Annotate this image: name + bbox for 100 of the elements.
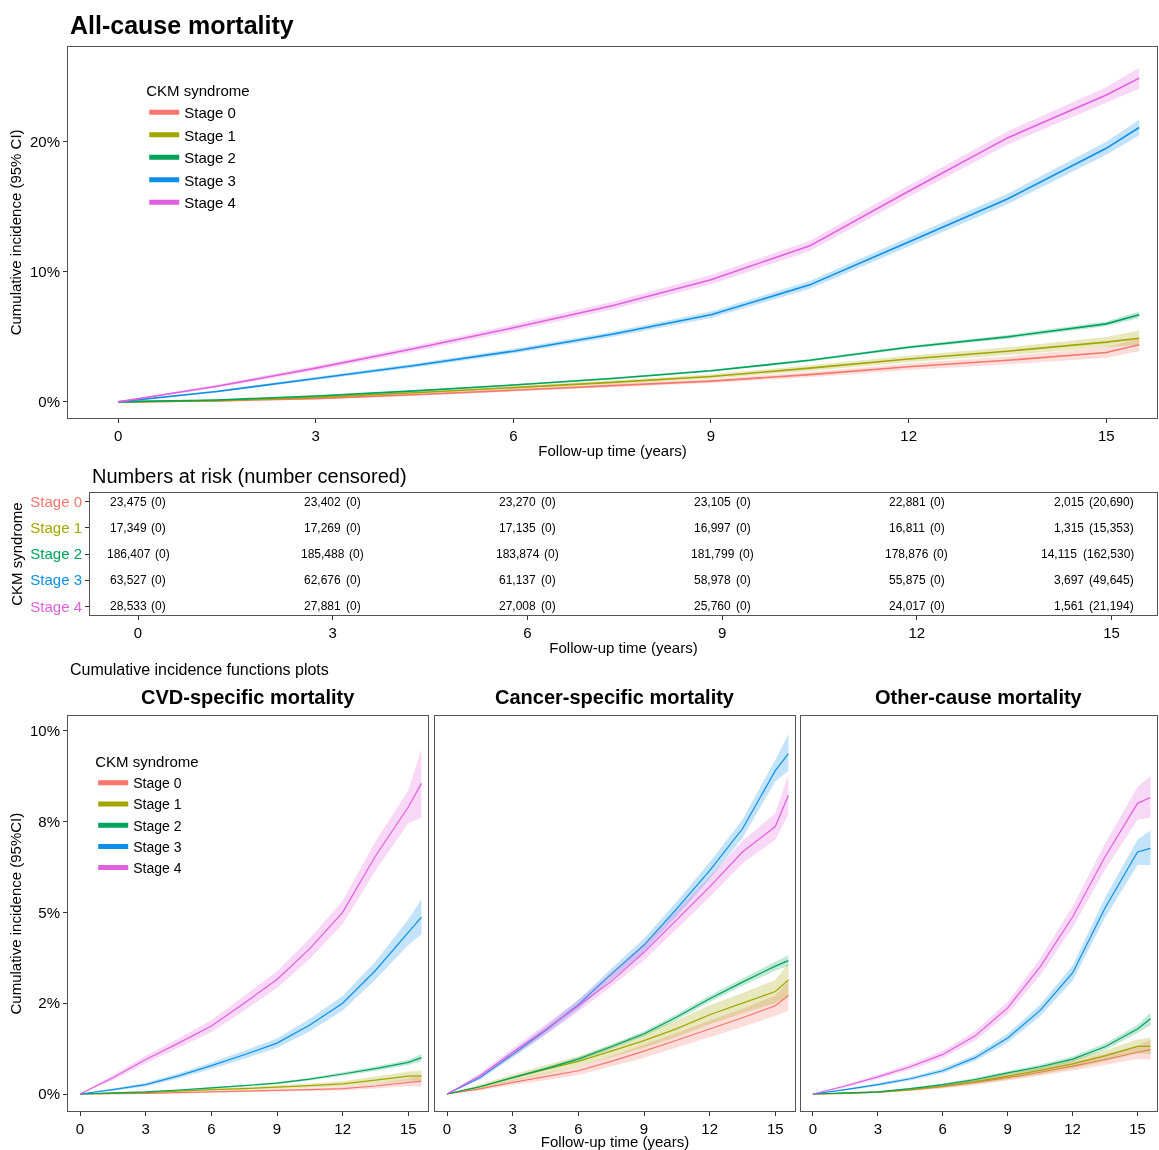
data-label: 183,874 — [496, 547, 540, 561]
y-tick-label: 8% — [38, 812, 60, 830]
y-tick-label: 2% — [38, 994, 60, 1012]
data-label: 23,402 — [304, 495, 342, 509]
data-label: 17,269 — [304, 521, 342, 535]
annotation: (0) — [736, 599, 751, 613]
x-tick-label: 6 — [938, 1120, 947, 1138]
x-tick-label: 12 — [334, 1120, 351, 1138]
x-tick-label: 12 — [908, 624, 926, 642]
data-label: 23,270 — [499, 495, 537, 509]
data-label: 186,407 — [107, 547, 151, 561]
annotation: (0) — [736, 573, 751, 587]
annotation: (20,690) — [1089, 495, 1134, 509]
x-tick-label: 15 — [1097, 426, 1115, 444]
data-label: 24,017 — [889, 599, 927, 613]
legend-label: Stage 0 — [133, 775, 182, 792]
x-axis-title: Follow-up time (years) — [538, 441, 687, 459]
annotation: (0) — [736, 495, 751, 509]
x-axis-title: Follow-up time (years) — [549, 639, 698, 657]
x-tick-label: 3 — [311, 426, 320, 444]
data-label: 27,881 — [304, 599, 342, 613]
legend-label: Stage 4 — [133, 860, 182, 877]
x-tick-label: 15 — [1103, 624, 1120, 642]
annotation: (0) — [541, 495, 556, 509]
legend-label: Stage 0 — [184, 104, 236, 122]
annotation: (0) — [541, 521, 556, 535]
legend-label: Stage 2 — [133, 817, 182, 834]
y-axis-title: CKM syndrome — [7, 502, 25, 606]
y-tick-label: Stage 3 — [30, 571, 82, 589]
x-tick-label: 0 — [808, 1120, 818, 1138]
annotation: (0) — [739, 547, 754, 561]
x-tick-label: 15 — [399, 1120, 417, 1138]
data-label: 61,137 — [499, 573, 537, 587]
annotation: (0) — [346, 599, 361, 613]
x-tick-label: 12 — [900, 426, 917, 444]
annotation: (0) — [155, 547, 170, 561]
annotation: (162,530) — [1083, 547, 1135, 561]
data-label: 2,015 — [1054, 495, 1085, 509]
y-tick-label: 5% — [38, 903, 60, 921]
annotation: (0) — [151, 495, 166, 509]
data-label: 23,475 — [110, 495, 148, 509]
chart-title: All-cause mortality — [70, 11, 294, 39]
x-tick-label: 9 — [706, 426, 716, 444]
annotation: (49,645) — [1089, 573, 1134, 587]
annotation: (0) — [346, 573, 361, 587]
x-tick-label: 0 — [133, 624, 143, 642]
x-tick-label: 3 — [141, 1120, 150, 1138]
data-label: 14,115 — [1041, 547, 1078, 561]
legend-label: Stage 1 — [133, 796, 182, 813]
data-label: 55,875 — [889, 573, 927, 587]
annotation: (0) — [930, 599, 945, 613]
y-axis-title: Cumulative incidence (95%CI) — [7, 812, 25, 1015]
x-tick-label: 3 — [328, 624, 337, 642]
x-tick-label: 15 — [766, 1120, 784, 1138]
chart-title: Cancer-specific mortality — [495, 686, 735, 708]
data-label: 22,881 — [889, 495, 927, 509]
data-label: 178,876 — [885, 547, 929, 561]
x-tick-label: 6 — [207, 1120, 216, 1138]
x-tick-label: 3 — [508, 1120, 517, 1138]
annotation: (0) — [544, 547, 559, 561]
data-label: 28,533 — [110, 599, 148, 613]
text: Cumulative incidence functions plots — [70, 661, 329, 678]
legend-label: Stage 2 — [184, 149, 236, 167]
annotation: (0) — [930, 521, 945, 535]
x-tick-label: 3 — [873, 1120, 882, 1138]
annotation: (0) — [151, 573, 166, 587]
data-label: 16,997 — [694, 521, 732, 535]
y-tick-label: 10% — [29, 263, 60, 281]
x-tick-label: 6 — [509, 426, 518, 444]
annotation: (15,353) — [1089, 521, 1134, 535]
data-label: 181,799 — [691, 547, 735, 561]
legend-title: CKM syndrome — [95, 753, 199, 771]
data-label: 23,105 — [694, 495, 732, 509]
legend-label: Stage 3 — [184, 171, 236, 189]
data-label: 17,349 — [110, 521, 148, 535]
y-tick-label: Stage 4 — [30, 597, 82, 615]
x-tick-label: 0 — [442, 1120, 452, 1138]
x-tick-label: 9 — [272, 1120, 282, 1138]
x-tick-label: 9 — [1003, 1120, 1012, 1138]
x-tick-label: 15 — [1129, 1120, 1146, 1138]
data-label: 62,676 — [304, 573, 342, 587]
legend-title: CKM syndrome — [146, 82, 250, 100]
annotation: (0) — [349, 547, 364, 561]
data-label: 1,561 — [1054, 599, 1085, 613]
annotation: (0) — [151, 599, 166, 613]
annotation: (21,194) — [1089, 599, 1134, 613]
data-label: 1,315 — [1054, 521, 1085, 535]
annotation: (0) — [736, 521, 751, 535]
annotation: (0) — [930, 495, 945, 509]
x-tick-label: 9 — [717, 624, 727, 642]
y-tick-label: 0% — [38, 1085, 60, 1103]
y-tick-label: Stage 1 — [30, 519, 82, 537]
x-tick-label: 6 — [523, 624, 532, 642]
annotation: (0) — [541, 599, 556, 613]
annotation: (0) — [346, 495, 361, 509]
annotation: (0) — [151, 521, 166, 535]
x-tick-label: 12 — [701, 1120, 718, 1138]
legend-label: Stage 1 — [184, 126, 236, 144]
legend-label: Stage 4 — [184, 194, 236, 212]
y-tick-label: Stage 0 — [30, 493, 82, 511]
